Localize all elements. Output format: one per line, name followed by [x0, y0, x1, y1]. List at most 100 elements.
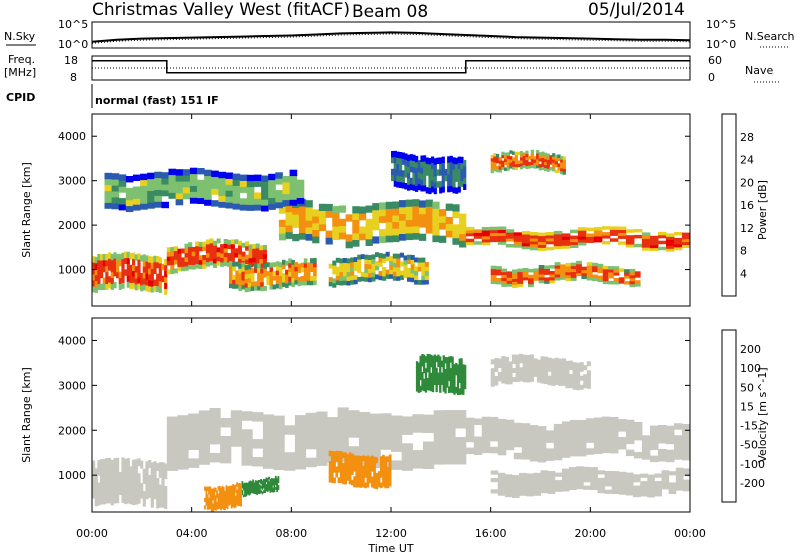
heat-cell — [367, 277, 372, 283]
heat-cell — [666, 245, 675, 249]
heat-cell — [232, 179, 241, 186]
heat-cell — [561, 362, 566, 368]
heat-cell — [113, 488, 117, 496]
heat-cell — [423, 161, 427, 168]
heat-cell — [501, 283, 508, 287]
heat-cell — [425, 157, 429, 164]
heat-cell — [121, 276, 125, 283]
heat-cell — [514, 160, 518, 165]
heat-cell — [357, 460, 361, 467]
heat-cell — [197, 197, 205, 204]
station-title: Christmas Valley West (fitACF) — [92, 0, 350, 20]
heat-cell — [254, 263, 258, 269]
heat-cell — [305, 430, 317, 441]
heat-cell — [654, 488, 662, 493]
heat-cell — [237, 483, 240, 488]
heat-cell — [294, 275, 298, 281]
heat-cell — [508, 379, 513, 385]
heat-cell — [274, 480, 277, 483]
heat-cell — [423, 450, 435, 460]
heat-cell — [142, 272, 146, 279]
heat-cell — [444, 357, 447, 364]
heat-cell — [536, 153, 540, 157]
heat-cell — [173, 255, 178, 260]
heat-cell — [140, 173, 148, 181]
heat-cell — [537, 426, 547, 433]
heat-cell — [583, 378, 588, 384]
heat-cell — [249, 489, 252, 493]
heat-cell — [148, 279, 152, 287]
heat-cell — [237, 502, 240, 507]
heat-cell — [330, 472, 334, 478]
heat-cell — [561, 479, 570, 484]
heat-cell — [570, 271, 577, 275]
heat-cell — [110, 467, 114, 476]
colorbar-tick-label: 20 — [740, 176, 754, 189]
heat-cell — [497, 363, 502, 368]
heat-cell — [116, 472, 120, 481]
heat-cell — [353, 481, 356, 488]
heat-cell — [189, 173, 198, 180]
heat-cell — [288, 258, 292, 264]
heat-cell — [456, 370, 460, 377]
heat-cell — [682, 430, 691, 437]
heat-cell — [449, 368, 452, 375]
heat-cell — [97, 482, 101, 491]
heat-cell — [513, 434, 523, 442]
heat-cell — [658, 234, 667, 239]
heat-cell — [364, 254, 369, 260]
heat-cell — [276, 480, 278, 483]
heat-cell — [328, 471, 332, 478]
heat-cell — [198, 419, 210, 429]
heat-cell — [97, 460, 101, 469]
heat-cell — [145, 279, 149, 286]
heat-cell — [385, 251, 390, 257]
heat-cell — [512, 284, 518, 288]
heat-cell — [544, 161, 548, 166]
heat-cell — [633, 234, 643, 239]
heat-cell — [168, 180, 177, 187]
heat-cell — [216, 256, 221, 262]
heat-cell — [224, 502, 226, 507]
heat-cell — [105, 465, 109, 474]
heat-cell — [554, 357, 559, 363]
heat-cell — [633, 433, 643, 441]
heat-cell — [569, 419, 579, 427]
heat-cell — [366, 466, 370, 472]
heat-cell — [560, 159, 564, 163]
heat-cell — [291, 277, 295, 283]
heat-cell — [238, 281, 242, 287]
heat-cell — [261, 480, 264, 484]
heat-cell — [161, 492, 165, 501]
heat-cell — [579, 366, 584, 372]
heat-cell — [453, 382, 456, 389]
heat-cell — [391, 151, 395, 158]
heat-cell — [668, 482, 677, 487]
heat-cell — [569, 482, 577, 487]
heat-cell — [342, 473, 345, 479]
heat-cell — [423, 423, 435, 433]
heat-cell — [364, 272, 369, 278]
heat-cell — [496, 277, 502, 282]
heat-cell — [100, 260, 104, 267]
heat-cell — [412, 225, 420, 234]
heat-cell — [288, 276, 292, 282]
heat-cell — [313, 266, 317, 272]
heat-cell — [236, 497, 238, 502]
date-label: 05/Jul/2014 — [588, 0, 685, 20]
heat-cell — [375, 473, 379, 479]
heat-cell — [423, 414, 435, 425]
heat-cell — [423, 167, 427, 174]
heat-cell — [140, 460, 144, 469]
heat-cell — [100, 474, 104, 483]
heat-cell — [94, 268, 98, 276]
heat-cell — [403, 268, 408, 274]
heat-cell — [189, 167, 198, 175]
heat-cell — [221, 493, 224, 498]
heat-cell — [170, 260, 175, 266]
heat-cell — [265, 484, 268, 487]
heat-cell — [576, 473, 584, 478]
heat-cell — [508, 365, 513, 371]
